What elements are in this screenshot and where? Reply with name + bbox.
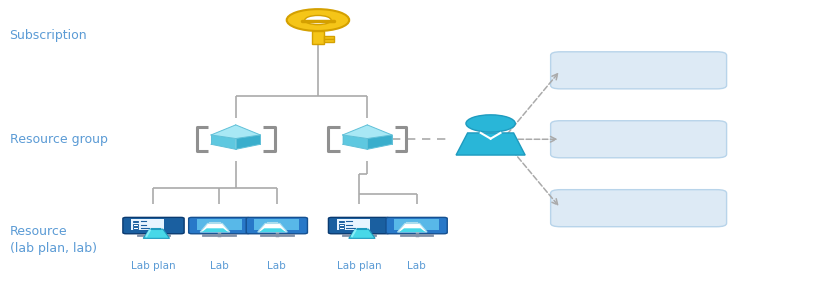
Text: Lab: Lab [408,261,426,271]
Bar [339,227,344,229]
Bar [339,220,344,222]
Text: Contributor: Contributor [607,134,671,144]
FancyBboxPatch shape [550,121,727,158]
FancyBboxPatch shape [123,218,184,234]
Text: Owner: Owner [620,65,657,75]
FancyBboxPatch shape [254,219,299,230]
Text: Resource group: Resource group [10,133,107,146]
Circle shape [466,115,516,132]
Text: Subscription: Subscription [10,29,87,42]
Polygon shape [456,133,526,155]
Polygon shape [259,228,285,232]
FancyBboxPatch shape [328,218,389,234]
Polygon shape [349,229,375,238]
Text: Lab plan: Lab plan [131,261,176,271]
Polygon shape [202,228,229,232]
FancyBboxPatch shape [197,219,242,230]
Bar [134,227,139,229]
Polygon shape [342,125,392,139]
Polygon shape [211,135,236,149]
Polygon shape [200,223,229,232]
FancyBboxPatch shape [189,218,250,234]
Polygon shape [367,135,392,149]
Circle shape [287,9,349,31]
Polygon shape [342,135,367,149]
Polygon shape [312,31,323,44]
Polygon shape [323,36,333,39]
Bar [134,220,139,222]
FancyBboxPatch shape [386,218,447,234]
Text: Lab: Lab [267,261,286,271]
Polygon shape [144,229,169,238]
Polygon shape [399,228,426,232]
Text: Resource
(lab plan, lab): Resource (lab plan, lab) [10,225,97,255]
Bar [134,224,139,226]
FancyBboxPatch shape [550,52,727,89]
Circle shape [304,15,331,25]
Text: Lab: Lab [210,261,229,271]
Text: Lab Services Contributor: Lab Services Contributor [570,203,708,213]
Polygon shape [398,223,427,232]
FancyBboxPatch shape [550,190,727,227]
FancyBboxPatch shape [246,218,308,234]
FancyBboxPatch shape [131,219,164,230]
Bar [339,224,344,226]
Polygon shape [211,125,261,139]
Polygon shape [257,223,287,232]
Polygon shape [236,135,261,149]
FancyBboxPatch shape [394,219,439,230]
Polygon shape [323,39,333,42]
Text: Lab plan: Lab plan [337,261,381,271]
FancyBboxPatch shape [337,219,370,230]
